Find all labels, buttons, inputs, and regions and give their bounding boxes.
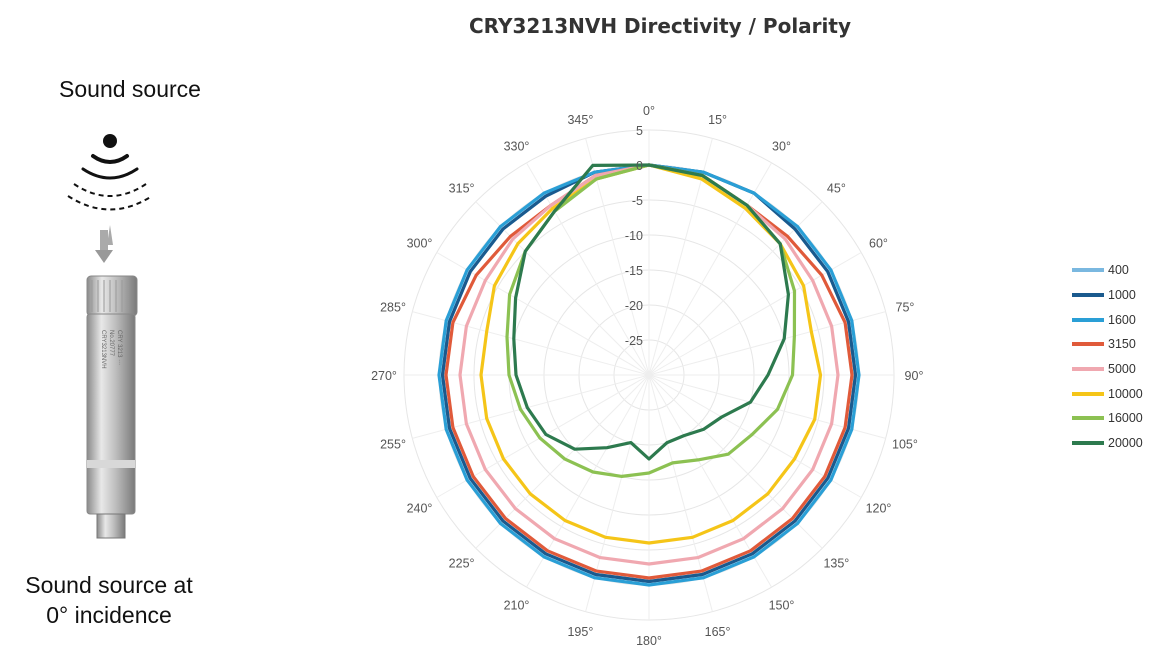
legend-label: 10000 — [1108, 386, 1143, 401]
polar-plot: 5 0 -5 -10 -15 -20 -25 0° 15° 30° 45° 60° 75° 90° 105… — [371, 104, 923, 648]
grid-spoke — [648, 374, 772, 588]
ring-tick-label: 5 — [636, 124, 643, 138]
angle-label: 285° — [380, 300, 406, 314]
series-line-1000 — [440, 163, 858, 584]
series-layer — [437, 163, 861, 587]
ring-tick-label: -20 — [625, 299, 643, 313]
legend-item: 1000 — [1072, 283, 1143, 308]
grid-spoke — [526, 162, 650, 376]
series-line-20000 — [512, 163, 790, 461]
grid-spoke — [648, 201, 823, 376]
legend: 400 1000 1600 3150 5000 10000 16000 20000 — [1072, 258, 1143, 456]
chart-title: CRY3213NVH Directivity / Polarity — [469, 14, 851, 38]
legend-label: 5000 — [1108, 362, 1136, 377]
series-line-1600 — [437, 163, 861, 587]
angle-label: 195° — [567, 625, 593, 639]
angle-label: 315° — [449, 182, 475, 196]
legend-item: 20000 — [1072, 431, 1143, 456]
ring-tick-label: -15 — [625, 264, 643, 278]
angle-label: 105° — [892, 438, 918, 452]
ring-label-layer: 5 0 -5 -10 -15 -20 -25 — [625, 124, 643, 348]
angle-label: 120° — [866, 502, 892, 516]
angle-label: 75° — [896, 300, 915, 314]
mic-engraving-type: CRY 3213 ··· — [116, 330, 122, 365]
angle-label: 0° — [643, 104, 655, 118]
angle-label: 240° — [407, 502, 433, 516]
angle-label: 45° — [827, 182, 846, 196]
legend-swatch — [1072, 268, 1104, 273]
ring-tick-label: 0 — [636, 159, 643, 173]
angle-label: 300° — [407, 237, 433, 251]
legend-swatch — [1072, 367, 1104, 372]
ring-tick-label: -10 — [625, 229, 643, 243]
legend-item: 5000 — [1072, 357, 1143, 382]
ring-tick-label: -25 — [625, 334, 643, 348]
mic-engraving-model: CRY3213NVH — [100, 330, 106, 369]
grid-spoke — [436, 374, 650, 498]
legend-label: 20000 — [1108, 436, 1143, 451]
angle-label: 225° — [449, 556, 475, 570]
series-line-5000 — [458, 163, 840, 566]
mic-connector — [96, 513, 126, 539]
angle-label: 60° — [869, 237, 888, 251]
legend-swatch — [1072, 317, 1104, 322]
legend-swatch — [1072, 342, 1104, 347]
angle-label: 150° — [769, 598, 795, 612]
angle-label: 255° — [380, 438, 406, 452]
angle-label: 180° — [636, 634, 662, 648]
legend-swatch — [1072, 416, 1104, 421]
grid-spoke — [648, 252, 862, 376]
angle-label: 210° — [504, 598, 530, 612]
legend-label: 3150 — [1108, 337, 1136, 352]
grid-spoke — [436, 252, 650, 376]
ring-tick-label: -5 — [632, 194, 643, 208]
sound-wave-icon — [67, 134, 153, 211]
angle-label: 15° — [708, 113, 727, 127]
legend-item: 1600 — [1072, 307, 1143, 332]
angle-label: 345° — [567, 113, 593, 127]
angle-label: 135° — [823, 556, 849, 570]
mic-capsule — [86, 275, 138, 317]
angle-label-layer: 0° 15° 30° 45° 60° 75° 90° 105° 120° 135° 150° 165°… — [371, 104, 923, 648]
legend-label: 1600 — [1108, 312, 1136, 327]
grid-spoke — [475, 201, 650, 376]
legend-item: 400 — [1072, 258, 1143, 283]
series-line-10000 — [479, 163, 823, 545]
angle-label: 90° — [905, 369, 924, 383]
angle-label: 30° — [772, 140, 791, 154]
series-line-3150 — [444, 163, 854, 580]
sound-source-label: Sound source — [59, 76, 201, 102]
legend-swatch — [1072, 441, 1104, 446]
legend-swatch — [1072, 391, 1104, 396]
legend-swatch — [1072, 293, 1104, 298]
grid-spoke — [526, 374, 650, 588]
microphone-figure: CRY3213NVH No.20777 CRY 3213 ··· — [86, 225, 138, 539]
angle-label: 330° — [504, 140, 530, 154]
grid-spoke — [475, 374, 650, 549]
legend-label: 1000 — [1108, 288, 1136, 303]
incidence-label: Sound source at 0° incidence — [25, 572, 193, 628]
legend-label: 16000 — [1108, 411, 1143, 426]
angle-label: 165° — [705, 625, 731, 639]
series-line-16000 — [505, 163, 797, 478]
legend-item: 10000 — [1072, 381, 1143, 406]
legend-item: 16000 — [1072, 406, 1143, 431]
grid-spoke — [648, 162, 772, 376]
angle-label: 270° — [371, 369, 397, 383]
legend-item: 3150 — [1072, 332, 1143, 357]
mic-engraving-serial: No.20777 — [108, 330, 114, 357]
legend-label: 400 — [1108, 263, 1129, 278]
